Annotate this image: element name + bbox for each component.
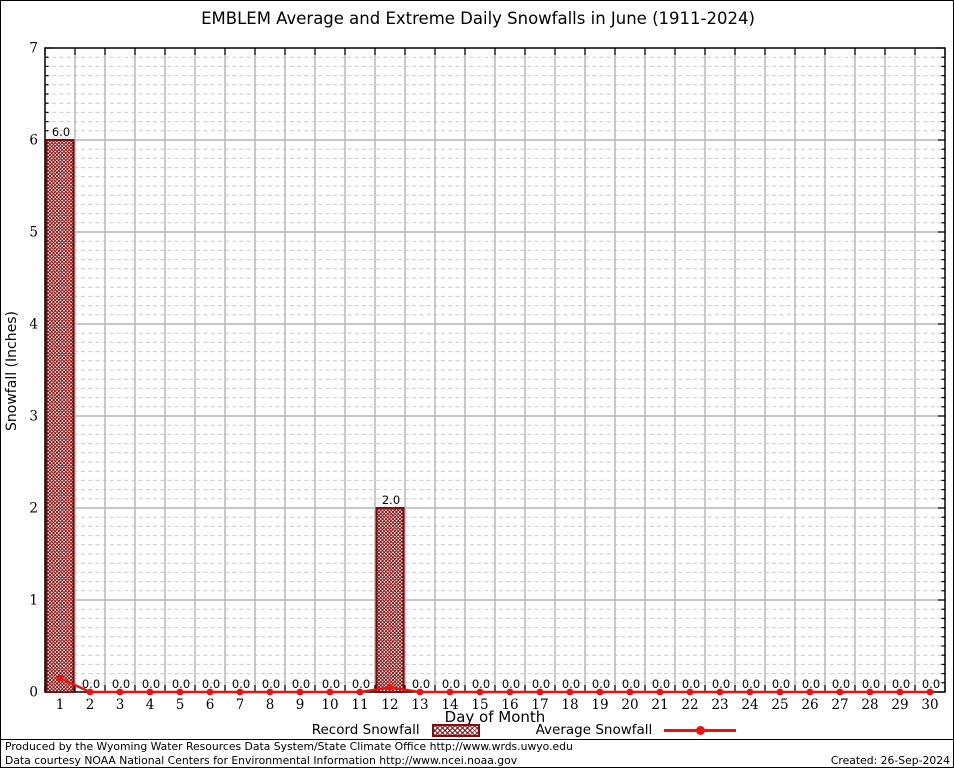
svg-text:0.0: 0.0 — [922, 677, 940, 691]
svg-text:0.0: 0.0 — [742, 677, 760, 691]
svg-text:0.0: 0.0 — [892, 677, 910, 691]
svg-text:3: 3 — [116, 697, 125, 713]
legend-label-record: Record Snowfall — [311, 722, 420, 738]
svg-text:30: 30 — [921, 697, 938, 713]
svg-text:3: 3 — [29, 409, 38, 425]
svg-text:0.0: 0.0 — [142, 677, 160, 691]
svg-text:6: 6 — [206, 697, 215, 713]
svg-text:0.0: 0.0 — [832, 677, 850, 691]
svg-text:0.0: 0.0 — [322, 677, 340, 691]
svg-text:26: 26 — [801, 697, 818, 713]
svg-text:0.0: 0.0 — [712, 677, 730, 691]
svg-text:0.0: 0.0 — [292, 677, 310, 691]
svg-text:1: 1 — [56, 697, 65, 713]
svg-text:7: 7 — [236, 697, 245, 713]
record-snowfall-swatch-icon — [431, 723, 480, 737]
svg-text:17: 17 — [531, 697, 548, 713]
svg-text:18: 18 — [561, 697, 578, 713]
svg-text:0.0: 0.0 — [502, 677, 520, 691]
svg-text:20: 20 — [621, 697, 638, 713]
svg-text:5: 5 — [176, 697, 185, 713]
y-axis-label: Snowfall (Inches) — [4, 311, 20, 431]
svg-text:22: 22 — [681, 697, 698, 713]
svg-text:0.0: 0.0 — [442, 677, 460, 691]
svg-text:1: 1 — [29, 593, 38, 609]
svg-text:27: 27 — [831, 697, 848, 713]
legend-item-average-snowfall: Average Snowfall — [536, 722, 737, 738]
svg-text:11: 11 — [351, 697, 368, 713]
svg-text:7: 7 — [29, 41, 38, 57]
svg-text:21: 21 — [651, 697, 668, 713]
footer-credit-line-1: Produced by the Wyoming Water Resources … — [5, 740, 573, 753]
svg-text:10: 10 — [321, 697, 338, 713]
average-snowfall-swatch-icon — [664, 725, 737, 735]
svg-text:0.0: 0.0 — [562, 677, 580, 691]
svg-text:4: 4 — [146, 697, 155, 713]
legend-item-record-snowfall: Record Snowfall — [312, 722, 480, 738]
svg-text:6: 6 — [29, 133, 38, 149]
svg-text:13: 13 — [411, 697, 428, 713]
svg-text:8: 8 — [266, 697, 275, 713]
svg-text:0.0: 0.0 — [802, 677, 820, 691]
svg-text:12: 12 — [381, 697, 398, 713]
line-marker-icon — [695, 725, 705, 735]
footer: Produced by the Wyoming Water Resources … — [1, 739, 953, 767]
svg-text:0.0: 0.0 — [112, 677, 130, 691]
svg-text:28: 28 — [861, 697, 878, 713]
svg-text:0.0: 0.0 — [772, 677, 790, 691]
svg-text:25: 25 — [771, 697, 788, 713]
legend-label-average: Average Snowfall — [535, 722, 653, 738]
svg-text:0.0: 0.0 — [862, 677, 880, 691]
svg-text:0.0: 0.0 — [472, 677, 490, 691]
svg-text:2.0: 2.0 — [382, 493, 400, 507]
footer-credit-line-2: Data courtesy NOAA National Centers for … — [1, 754, 953, 767]
svg-text:6.0: 6.0 — [52, 125, 70, 139]
footer-created-date: Created: 26-Sep-2024 — [830, 754, 950, 767]
svg-text:0.0: 0.0 — [352, 677, 370, 691]
svg-text:0.0: 0.0 — [592, 677, 610, 691]
svg-text:16: 16 — [501, 697, 518, 713]
svg-text:0.0: 0.0 — [262, 677, 280, 691]
svg-text:0.0: 0.0 — [622, 677, 640, 691]
svg-text:0.0: 0.0 — [412, 677, 430, 691]
footer-credit-line-2-text: Data courtesy NOAA National Centers for … — [5, 754, 518, 767]
svg-text:0.0: 0.0 — [652, 677, 670, 691]
legend: Record Snowfall Average Snowfall — [47, 722, 953, 738]
svg-text:14: 14 — [441, 697, 458, 713]
svg-text:9: 9 — [296, 697, 305, 713]
svg-text:19: 19 — [591, 697, 608, 713]
svg-text:0.0: 0.0 — [232, 677, 250, 691]
svg-text:23: 23 — [711, 697, 728, 713]
svg-text:2: 2 — [86, 697, 95, 713]
svg-text:0.0: 0.0 — [532, 677, 550, 691]
x-axis-label: Day of Month — [444, 708, 546, 726]
svg-text:29: 29 — [891, 697, 908, 713]
svg-text:0.0: 0.0 — [202, 677, 220, 691]
chart-title: EMBLEM Average and Extreme Daily Snowfal… — [201, 9, 755, 28]
svg-text:0.0: 0.0 — [682, 677, 700, 691]
svg-text:0.0: 0.0 — [82, 677, 100, 691]
svg-text:5: 5 — [29, 225, 38, 241]
svg-text:4: 4 — [29, 317, 38, 333]
svg-text:0.0: 0.0 — [172, 677, 190, 691]
svg-text:0: 0 — [29, 685, 38, 701]
svg-text:15: 15 — [471, 697, 488, 713]
svg-text:24: 24 — [741, 697, 758, 713]
svg-text:2: 2 — [29, 501, 38, 517]
